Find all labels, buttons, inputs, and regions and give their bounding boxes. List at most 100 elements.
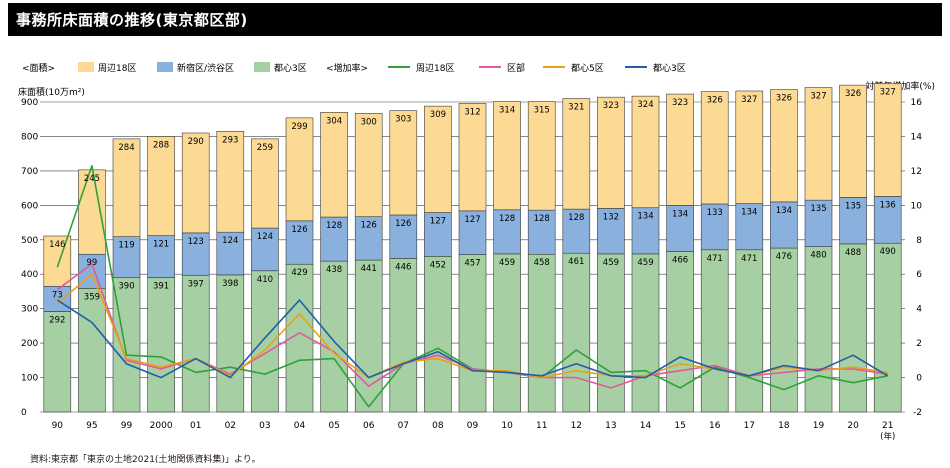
bar-1-10: [493, 209, 521, 255]
value-label-1-05: 128: [326, 221, 342, 231]
bar-0-11: [527, 253, 556, 413]
bar-2-04: [285, 117, 314, 222]
legend-rate-label: <増加率>: [326, 62, 368, 74]
legend-label-bar-0: 周辺18区: [98, 63, 136, 74]
y-tick-label-200: 200: [21, 339, 38, 349]
bar-1-90: [43, 285, 72, 312]
y2-tick-label--2: -2: [913, 408, 922, 418]
y-tick-label-800: 800: [21, 132, 38, 142]
bar-group-17: [735, 90, 764, 413]
bar-1-14: [631, 207, 660, 255]
value-label-0-03: 410: [257, 275, 273, 285]
y2-tick-label-0: 0: [916, 374, 922, 384]
x-tick-label-95: 95: [86, 421, 97, 431]
x-unit-label: (年): [880, 431, 895, 442]
bar-0-20: [839, 243, 867, 413]
bar-1-13: [597, 208, 625, 255]
y-tick-label-700: 700: [21, 167, 38, 177]
value-label-0-90: 292: [49, 315, 65, 325]
bar-1-11: [527, 209, 556, 255]
y2-tick-label-8: 8: [916, 236, 922, 246]
value-label-2-11: 315: [534, 106, 550, 116]
legend-label-line-2: 都心5区: [571, 63, 604, 74]
bar-1-16: [700, 203, 729, 251]
bar-2-14: [631, 95, 660, 209]
legend-area-label: <面積>: [22, 62, 55, 74]
value-label-2-12: 321: [568, 103, 584, 113]
value-label-1-10: 128: [499, 214, 515, 224]
x-tick-label-90: 90: [52, 421, 64, 431]
bar-1-06: [354, 216, 383, 261]
value-label-2-20: 326: [845, 89, 861, 99]
y2-tick-label-6: 6: [916, 270, 922, 280]
bar-0-14: [631, 253, 660, 413]
x-tick-label-14: 14: [640, 421, 652, 431]
x-tick-label-03: 03: [259, 421, 270, 431]
bar-group-16: [700, 91, 729, 413]
y2-tick-label-10: 10: [911, 201, 923, 211]
bar-group-01: [181, 132, 210, 413]
value-label-1-06: 126: [361, 221, 377, 231]
value-label-1-17: 134: [741, 208, 757, 218]
value-label-1-02: 124: [222, 236, 238, 246]
bar-1-05: [320, 216, 348, 262]
value-label-2-02: 293: [222, 135, 238, 145]
value-label-0-14: 459: [637, 258, 653, 268]
value-label-2-18: 326: [776, 94, 792, 104]
x-tick-label-12: 12: [571, 421, 582, 431]
bar-0-16: [700, 249, 729, 413]
bar-0-09: [458, 254, 487, 413]
y-axis-label: 床面積(10万m²): [18, 86, 85, 98]
x-tick-label-13: 13: [605, 421, 616, 431]
bar-2-01: [181, 132, 210, 234]
bar-1-09: [458, 210, 487, 255]
y-tick-label-500: 500: [21, 236, 38, 246]
value-label-0-20: 488: [845, 248, 861, 258]
bar-0-90: [43, 311, 72, 413]
bar-0-01: [181, 274, 210, 413]
x-tick-label-2000: 2000: [150, 421, 173, 431]
legend-label-line-0: 周辺18区: [416, 63, 454, 74]
x-tick-label-17: 17: [744, 421, 755, 431]
x-tick-label-21: 21: [882, 421, 893, 431]
value-label-1-07: 126: [395, 219, 411, 229]
bar-1-03: [251, 227, 279, 272]
bar-0-06: [354, 259, 383, 413]
chart-title: 事務所床面積の推移(東京都区部): [16, 11, 248, 29]
bar-group-21: [873, 83, 902, 413]
bar-0-08: [424, 256, 452, 413]
legend-swatch-bar-0: [78, 62, 94, 72]
legend-swatch-bar-2: [254, 62, 270, 72]
bar-2-20: [839, 84, 867, 198]
legend-swatch-bar-1: [157, 62, 173, 72]
bar-2-15: [666, 93, 694, 206]
bar-group-12: [562, 98, 591, 413]
x-tick-label-99: 99: [121, 421, 133, 431]
value-label-1-01: 123: [188, 237, 204, 247]
value-label-2-07: 303: [395, 115, 411, 125]
bar-1-21: [873, 196, 902, 244]
value-label-1-14: 134: [637, 212, 653, 222]
bar-group-14: [631, 95, 660, 413]
bar-2-18: [770, 89, 798, 203]
value-label-1-21: 136: [880, 200, 896, 210]
value-label-2-09: 312: [464, 107, 480, 117]
value-label-0-16: 471: [707, 254, 723, 264]
value-label-0-15: 466: [672, 255, 688, 265]
bar-2-21: [873, 83, 902, 197]
y2-tick-label-12: 12: [911, 167, 922, 177]
value-label-2-90: 146: [49, 240, 65, 250]
bar-2-99: [112, 138, 141, 237]
rate-line-3: [56, 299, 889, 379]
value-label-0-07: 446: [395, 262, 411, 272]
bar-1-15: [666, 205, 694, 252]
y-tick-label-600: 600: [21, 201, 38, 211]
x-tick-label-05: 05: [328, 421, 339, 431]
value-label-2-05: 304: [326, 116, 342, 126]
bar-2-16: [700, 91, 729, 205]
y2-tick-label-2: 2: [916, 339, 922, 349]
x-tick-label-01: 01: [190, 421, 201, 431]
bar-2-90: [43, 235, 72, 287]
value-label-0-13: 459: [603, 258, 619, 268]
value-label-1-16: 133: [707, 208, 723, 218]
